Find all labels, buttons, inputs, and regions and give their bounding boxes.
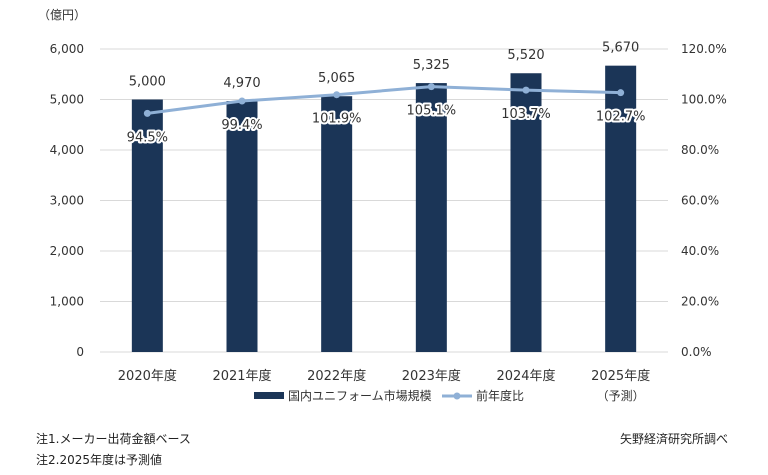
y2-tick-label: 120.0% — [681, 42, 727, 56]
bar-series — [131, 65, 637, 353]
bar-value-label: 5,000 — [129, 75, 166, 90]
line-value-label: 102.7% — [596, 110, 646, 125]
legend-label-bar: 国内ユニフォーム市場規模 — [288, 388, 432, 403]
y-tick-label: 6,000 — [50, 42, 84, 56]
note-2: 注2.2025年度は予測値 — [36, 453, 162, 467]
line-value-label: 105.1% — [407, 104, 457, 119]
bar-value-label: 5,520 — [507, 48, 544, 63]
bar — [510, 73, 542, 353]
y-tick-label: 1,000 — [50, 295, 84, 309]
y2-tick-label: 0.0% — [681, 345, 712, 359]
y-tick-label: 5,000 — [50, 93, 84, 107]
legend: 国内ユニフォーム市場規模 前年度比 — [254, 388, 524, 403]
bar-value-label: 4,970 — [223, 76, 260, 91]
y-tick-label: 3,000 — [50, 194, 84, 208]
bar — [605, 65, 637, 352]
bar — [226, 101, 258, 352]
gridlines — [100, 48, 668, 353]
y-axis-unit-label: （億円） — [38, 8, 86, 22]
x-tick-label: 2022年度 — [307, 368, 366, 384]
line-value-label: 99.4% — [221, 118, 262, 133]
x-tick-label: 2021年度 — [212, 368, 271, 384]
line-point — [238, 97, 246, 105]
y2-tick-label: 40.0% — [681, 244, 719, 258]
x-tick-label: 2020年度 — [118, 368, 177, 384]
forecast-note: （予測） — [597, 389, 645, 403]
y2-tick-label: 20.0% — [681, 295, 719, 309]
line-point — [333, 91, 341, 99]
x-tick-label: 2025年度 — [591, 368, 650, 384]
line-point — [522, 86, 530, 94]
line-point — [427, 83, 435, 91]
bar-value-label: 5,670 — [602, 41, 639, 56]
line-value-label: 94.5% — [127, 130, 168, 145]
line-value-label: 103.7% — [501, 107, 551, 122]
bar — [321, 96, 353, 352]
axis-labels: 0 1,000 2,000 3,000 4,000 5,000 6,000 0.0% 20.0%… — [50, 42, 727, 403]
x-tick-label: 2024年度 — [496, 368, 555, 384]
line-point — [617, 89, 625, 97]
note-1: 注1.メーカー出荷金額ベース — [36, 432, 191, 446]
chart: （億円） 5,000 4,970 5,065 5,325 5,520 5,670 94.5%… — [38, 8, 727, 403]
bar-value-label: 5,325 — [413, 58, 450, 73]
data-labels: 5,000 4,970 5,065 5,325 5,520 5,670 94.5% 99.4%… — [125, 41, 648, 148]
y2-tick-label: 60.0% — [681, 194, 719, 208]
source-credit: 矢野経済研究所調べ — [620, 432, 729, 446]
y2-tick-label: 100.0% — [681, 93, 727, 107]
legend-label-line: 前年度比 — [476, 388, 524, 403]
line-point — [143, 109, 151, 117]
y-tick-label: 2,000 — [50, 244, 84, 258]
line-series-path — [147, 85, 621, 115]
bar — [131, 99, 163, 352]
bar-value-label: 5,065 — [318, 71, 355, 86]
y-tick-label: 0 — [76, 345, 84, 359]
x-tick-label: 2023年度 — [402, 368, 461, 384]
bar — [415, 83, 447, 353]
legend-swatch-marker — [453, 392, 461, 400]
y2-tick-label: 80.0% — [681, 143, 719, 157]
legend-swatch-bar — [254, 392, 284, 399]
y-tick-label: 4,000 — [50, 143, 84, 157]
line-series — [143, 83, 625, 117]
line-value-label: 101.9% — [312, 112, 362, 127]
